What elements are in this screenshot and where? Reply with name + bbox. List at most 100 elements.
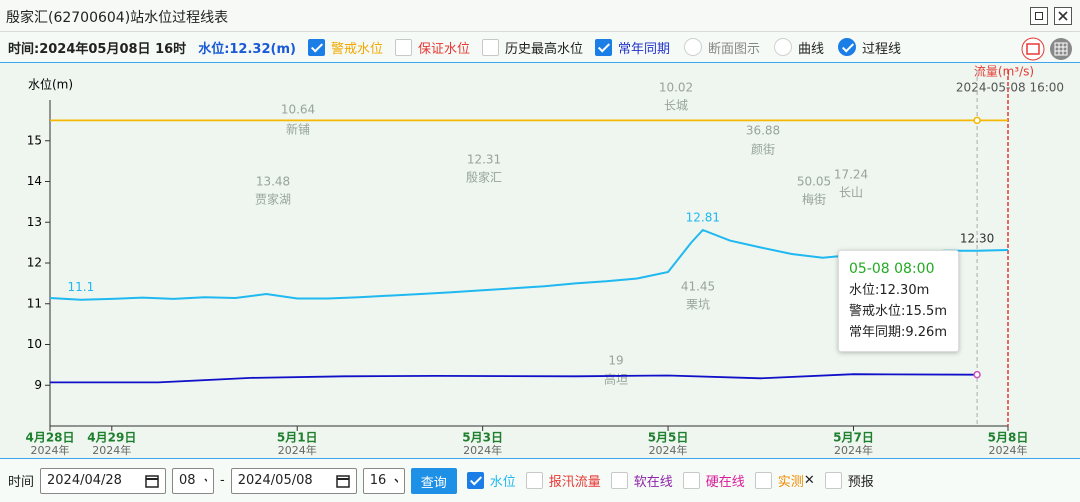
end-date-text: 2024/05/08 [237, 473, 313, 488]
image-icon[interactable] [1021, 37, 1045, 61]
end-hour-text: 16 [369, 473, 387, 488]
chart: 水位(m) 流量(m³/s) 2024-05-08 16:00 10.64 新铺 1… [25, 65, 1064, 458]
map-label: 殷家汇 [466, 170, 502, 185]
close-icon [1058, 11, 1068, 21]
map-label: 长山 [839, 186, 863, 200]
map-label: 50.05 [797, 175, 831, 189]
map-label: 栗坑 [686, 297, 710, 312]
x-tick-label: 5月1日 [277, 431, 318, 445]
checkbox[interactable] [682, 472, 700, 489]
tool-icons [1021, 37, 1072, 61]
map-label: 10.64 [281, 103, 315, 117]
map-label: 12.31 [467, 153, 501, 167]
x-tick-label: 4月29日 [87, 431, 136, 445]
close-button[interactable] [1054, 7, 1072, 25]
radio[interactable] [684, 38, 702, 56]
query-button[interactable]: 查询 [410, 467, 457, 494]
toolbar: 时间:2024年05月08日 16时 水位:12.32(m) 警戒水位 保证水位 历… [0, 32, 1080, 63]
tooltip: 05-08 08:00 水位:12.30m 警戒水位:15.5m 常年同期:9.26… [838, 250, 959, 352]
checkbox-suffix: ✕ [803, 473, 815, 488]
checkbox-label: 实测 [777, 475, 804, 490]
checkbox-label: 水位 [489, 475, 516, 490]
dropdown-icon [204, 477, 208, 483]
x-tick-sublabel: 2024年 [31, 443, 70, 457]
table-icon[interactable] [1050, 38, 1072, 60]
hover-marker [973, 116, 981, 125]
map-label: 41.45 [681, 280, 715, 294]
y-axis-label: 水位(m) [28, 77, 73, 92]
maximize-button[interactable] [1030, 7, 1048, 25]
checkbox-label: 报汛流量 [548, 475, 601, 490]
data-label: 12.30 [960, 231, 994, 245]
x-tick-sublabel: 2024年 [463, 443, 502, 457]
y-tick-label: 9 [34, 378, 42, 392]
x-tick-label: 4月28日 [25, 431, 74, 445]
checkbox[interactable] [594, 38, 612, 56]
radio-label: 过程线 [862, 41, 902, 57]
x-tick-label: 5月5日 [648, 431, 689, 445]
checkbox[interactable] [754, 472, 772, 489]
range-dash: - [220, 473, 225, 488]
dropdown-icon [394, 477, 398, 483]
radio[interactable] [838, 38, 857, 56]
checkbox-label: 硬在线 [705, 475, 745, 490]
hover-marker [973, 370, 981, 379]
query-bar: 时间 2024/04/28 08 - 2024/05/08 16 查询 水位 报汛… [0, 458, 1080, 502]
end-date[interactable]: 2024/05/08 [230, 467, 357, 494]
data-label: 11.1 [68, 280, 95, 294]
start-date-text: 2024/04/28 [47, 473, 122, 488]
time-label: 时间 [8, 475, 35, 490]
radio[interactable] [774, 38, 793, 56]
checkbox[interactable] [525, 472, 543, 489]
series-line [50, 373, 978, 384]
checkbox-label: 软在线 [633, 475, 673, 490]
x-tick-label: 5月7日 [833, 431, 874, 445]
map-label: 长城 [664, 99, 688, 113]
map-label: 颜街 [751, 142, 775, 157]
checkbox-label: 常年同期 [617, 41, 670, 57]
image-icon-frame [1026, 43, 1040, 55]
map-label: 梅街 [802, 192, 826, 207]
window-title: 殷家汇(62700604)站水位过程线表 [6, 10, 229, 26]
start-hour-text: 08 [179, 473, 196, 488]
map-label: 19 [608, 354, 623, 368]
map-label: 10.02 [659, 81, 693, 95]
start-hour[interactable]: 08 [172, 467, 215, 494]
data-label: 12.81 [686, 210, 720, 224]
tooltip-line: 水位:12.30m [849, 283, 930, 298]
y2-axis-label: 流量(m³/s) [974, 65, 1034, 79]
start-date[interactable]: 2024/04/28 [40, 467, 167, 494]
map-label: 36.88 [746, 124, 780, 138]
y-tick-label: 15 [27, 133, 42, 147]
map-label: 新铺 [286, 122, 310, 137]
end-hour[interactable]: 16 [362, 467, 405, 494]
tooltip-line: 常年同期:9.26m [849, 325, 947, 340]
time-text: 时间:2024年05月08日 16时 [8, 41, 187, 57]
checkbox[interactable] [824, 472, 842, 489]
checkbox[interactable] [466, 472, 484, 489]
radio-label: 断面图示 [708, 41, 761, 57]
checkbox[interactable] [394, 38, 412, 56]
y-tick-label: 14 [27, 174, 42, 188]
map-label: 17.24 [834, 168, 868, 182]
checkbox[interactable] [481, 38, 499, 56]
calendar-icon [145, 474, 159, 488]
y-tick-label: 12 [27, 256, 42, 270]
checkbox-label: 历史最高水位 [504, 41, 583, 57]
x-tick-label: 5月8日 [988, 431, 1029, 445]
x-tick-sublabel: 2024年 [278, 443, 317, 457]
map-label: 高坦 [604, 372, 628, 387]
y-tick-label: 13 [27, 215, 42, 229]
y2-time: 2024-05-08 16:00 [956, 81, 1064, 95]
checkbox[interactable] [307, 38, 325, 56]
level-text: 水位:12.32(m) [198, 41, 296, 57]
x-tick-sublabel: 2024年 [834, 443, 873, 457]
map-label: 贾家湖 [255, 192, 291, 207]
tooltip-title: 05-08 08:00 [849, 261, 935, 277]
table-icon-grid [1054, 42, 1068, 56]
checkbox-label: 警戒水位 [330, 41, 383, 57]
x-tick-sublabel: 2024年 [92, 443, 131, 457]
checkbox-label: 预报 [847, 475, 874, 490]
checkbox[interactable] [610, 472, 628, 489]
